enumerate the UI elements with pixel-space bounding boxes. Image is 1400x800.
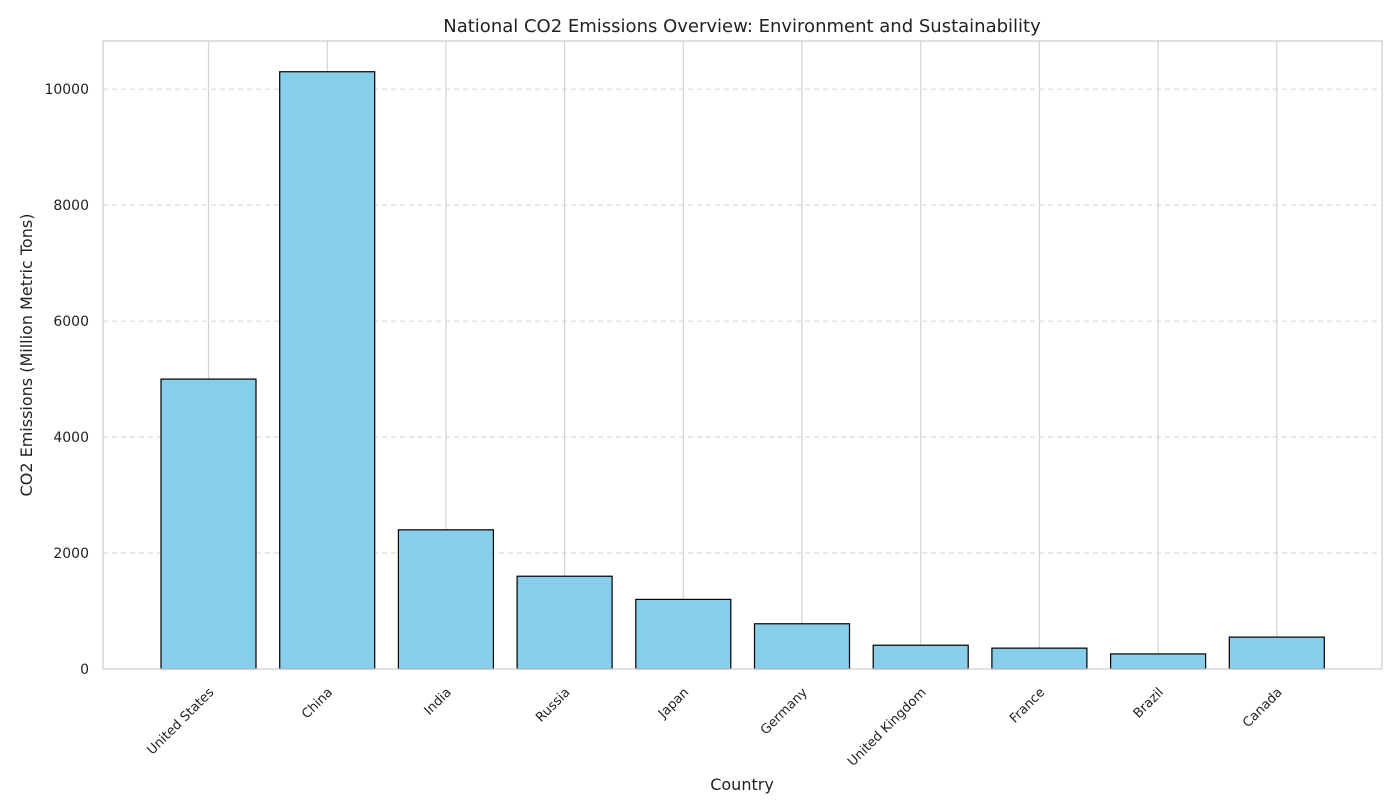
x-tick-label: Brazil: [1131, 685, 1167, 721]
x-tick-label: Germany: [758, 685, 811, 738]
x-tick-label: Japan: [655, 685, 692, 722]
y-axis-label: CO2 Emissions (Million Metric Tons): [17, 214, 36, 497]
y-tick-label: 8000: [53, 198, 89, 214]
x-tick-labels: United States China India Russia Japan German…: [144, 685, 1285, 770]
plot-frame: [102, 40, 1383, 670]
y-tick-label: 10000: [44, 82, 89, 98]
x-tick-label: United States: [144, 685, 217, 758]
bar: [872, 644, 969, 670]
bar: [279, 71, 376, 670]
bar: [516, 575, 613, 670]
y-tick-label: 4000: [53, 430, 89, 446]
y-tick-label: 6000: [53, 314, 89, 330]
x-axis-label: Country: [710, 775, 774, 794]
x-tick-label: Russia: [533, 685, 573, 725]
x-tick-label: United Kingdom: [845, 685, 929, 769]
y-tick-label: 0: [80, 662, 89, 678]
bar: [1109, 653, 1207, 670]
y-tick-label: 2000: [53, 546, 89, 562]
bar: [1228, 636, 1325, 670]
bar: [753, 623, 851, 670]
chart-title: National CO2 Emissions Overview: Environ…: [443, 16, 1041, 37]
bar: [635, 598, 732, 670]
bar: [397, 529, 494, 670]
x-tick-label: India: [422, 685, 455, 718]
x-tick-label: Canada: [1240, 685, 1286, 731]
bars: [160, 71, 1325, 670]
bar: [991, 647, 1088, 670]
x-tick-label: China: [299, 685, 336, 722]
y-tick-labels: 0 2000 4000 6000 8000 10000: [44, 82, 89, 678]
bar: [160, 378, 257, 670]
x-tick-label: France: [1007, 685, 1048, 726]
